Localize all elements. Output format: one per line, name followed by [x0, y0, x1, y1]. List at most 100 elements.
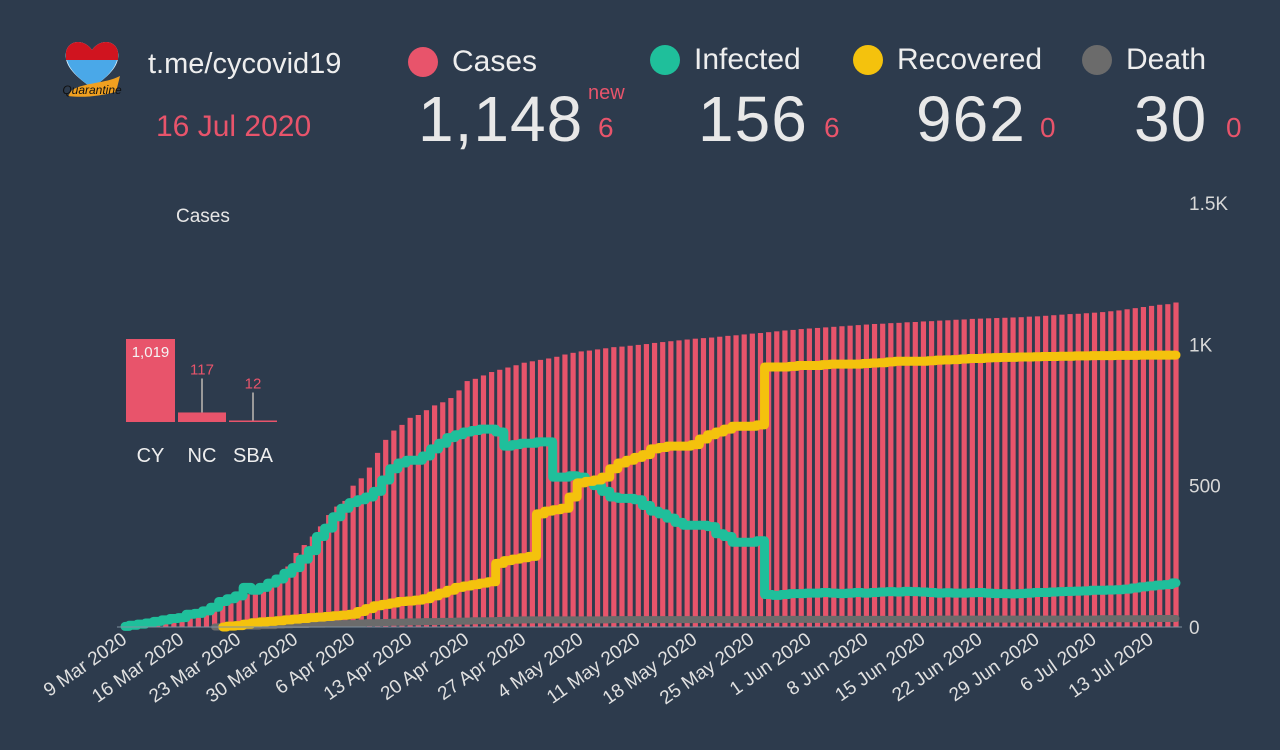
cases-bar: [1116, 310, 1122, 627]
cases-bar: [1083, 313, 1089, 627]
cases-bar: [472, 378, 478, 627]
region-category-label: SBA: [233, 445, 274, 467]
series-lines: [120, 350, 1181, 632]
cases-bars: [122, 302, 1179, 627]
y-tick-label: 1.5K: [1189, 194, 1228, 215]
cases-bar: [383, 439, 389, 627]
cases-bar: [212, 608, 218, 627]
cases-bar: [309, 536, 315, 627]
region-value-label: 12: [245, 376, 262, 393]
cases-bar: [831, 326, 837, 627]
cases-bar: [317, 526, 324, 627]
cases-bar: [334, 506, 340, 627]
cases-bar: [1034, 316, 1041, 627]
recovered-dot-icon: [853, 45, 883, 75]
cases-bar: [464, 381, 470, 627]
cases-bar: [961, 319, 967, 627]
cases-bar: [717, 336, 723, 627]
cases-bar: [252, 591, 258, 627]
cases-bar: [195, 613, 201, 627]
cases-bar: [448, 398, 454, 627]
cases-bar: [798, 329, 804, 627]
y-tick-label: 1K: [1189, 335, 1213, 356]
cases-bar: [880, 323, 886, 627]
cases-bar: [782, 330, 788, 627]
cases-bar: [676, 340, 682, 627]
death-dot-icon: [1082, 45, 1112, 75]
cases-bar: [1051, 315, 1057, 627]
cases-bar: [904, 322, 910, 627]
cases-bar: [668, 341, 674, 627]
cases-bar: [977, 318, 984, 627]
cases-bar: [684, 339, 690, 627]
cases-bar: [342, 500, 348, 627]
cases-bar: [692, 338, 698, 627]
cases-bar: [700, 338, 707, 627]
cases-bar: [228, 603, 234, 627]
cases-bar: [937, 320, 943, 627]
death-total: 30: [1134, 83, 1208, 155]
cases-bar: [611, 347, 617, 627]
cases-bar: [554, 356, 560, 627]
cases-bar: [366, 467, 373, 627]
y-axis: 0 500 1K 1.5K: [1189, 194, 1228, 639]
region-category-label: NC: [188, 445, 217, 467]
cases-bar: [1002, 317, 1008, 627]
recovered-new: 0: [1040, 112, 1056, 143]
cases-bar: [741, 334, 747, 627]
cases-bar: [350, 485, 356, 627]
cases-bar: [480, 375, 487, 627]
cases-bar: [358, 478, 364, 627]
cases-bar: [187, 613, 193, 627]
cases-bar: [1100, 312, 1106, 627]
heart-mask-logo-icon: Quarantine: [62, 41, 122, 97]
legend-label: Death: [1126, 43, 1207, 76]
cases-bar: [1043, 315, 1049, 627]
cases-bar: [513, 365, 519, 627]
cases-bar: [660, 342, 666, 627]
region-bar-cy: [126, 339, 175, 422]
cases-bar: [651, 342, 658, 627]
cases-bar: [203, 610, 210, 627]
cases-bar: [1018, 317, 1024, 627]
cases-bar: [725, 335, 731, 627]
cases-bar: [537, 359, 544, 627]
cases-bar: [855, 325, 861, 627]
cases-bar: [709, 337, 715, 627]
logo: Quarantine: [56, 30, 128, 102]
cases-new: 6: [598, 112, 614, 143]
legend-recovered: Recovered: [853, 43, 1042, 77]
cases-bar: [871, 323, 878, 627]
cases-dot-icon: [408, 47, 438, 77]
cases-bar: [489, 372, 495, 627]
region-category-label: CY: [137, 445, 165, 467]
cases-total: 1,148: [418, 83, 584, 155]
cases-bar: [1108, 311, 1114, 627]
cases-bar: [293, 552, 299, 627]
cases-bar: [269, 581, 275, 627]
cases-bar: [896, 322, 902, 627]
cases-bar: [301, 545, 307, 627]
svg-text:Quarantine: Quarantine: [62, 83, 122, 97]
cases-bar: [766, 332, 772, 627]
cases-bar: [994, 318, 1000, 627]
legend-death: Death: [1082, 43, 1206, 77]
cases-bar: [1148, 305, 1155, 627]
cases-bar: [1132, 308, 1138, 627]
cases-bar: [945, 320, 951, 627]
cases-bar: [757, 333, 764, 627]
legend-label: Infected: [694, 43, 801, 76]
cases-bar: [236, 600, 242, 627]
region-value-label: 1,019: [132, 344, 170, 361]
cases-bar: [1140, 307, 1147, 627]
cases-bar: [1026, 316, 1032, 627]
cases-bar: [440, 402, 446, 627]
cases-bar: [220, 605, 226, 627]
cases-bar: [456, 390, 462, 627]
cases-bar: [1091, 312, 1098, 627]
cases-bar: [1173, 302, 1179, 627]
cases-bar: [635, 344, 641, 627]
legend-cases: Cases: [408, 45, 537, 79]
channel-link[interactable]: t.me/cycovid19: [148, 48, 342, 80]
